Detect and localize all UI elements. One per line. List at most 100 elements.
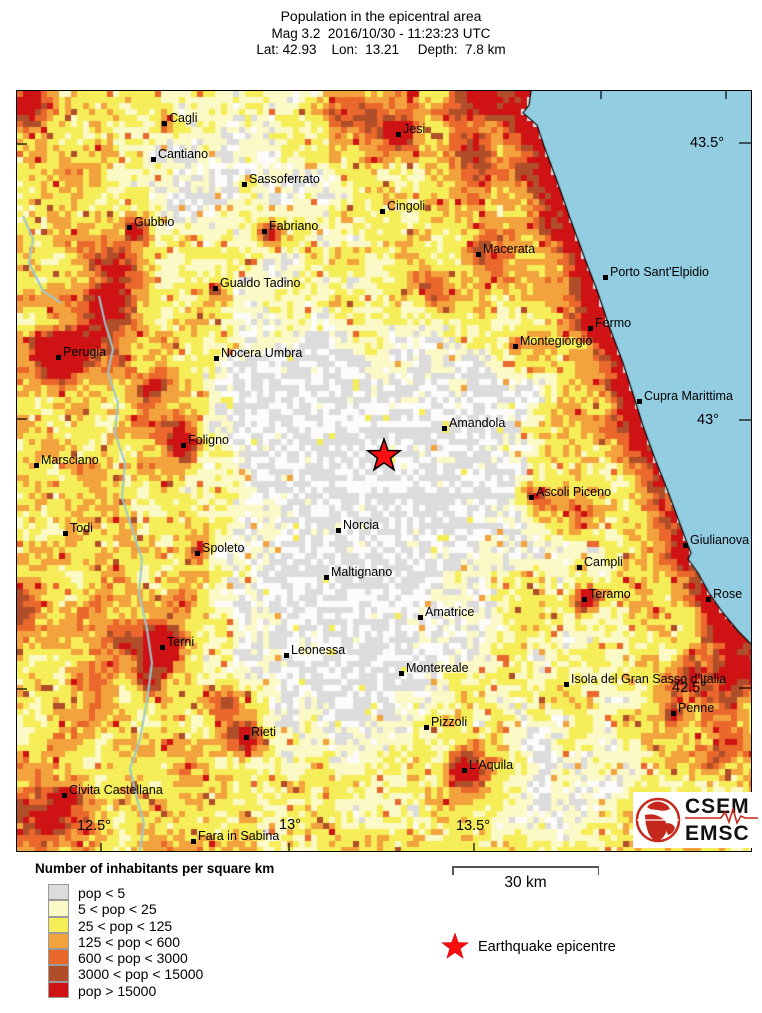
scale-bar [452, 866, 599, 876]
city-square-icon [582, 597, 587, 602]
city-label: Penne [678, 701, 715, 715]
city-label: Ascoli Piceno [536, 485, 612, 499]
city-label: Nocera Umbra [221, 346, 303, 360]
legend-label: 125 < pop < 600 [78, 933, 180, 950]
density-heatmap-canvas [17, 91, 751, 851]
seismogram-icon [685, 808, 758, 826]
city-label: Maltignano [331, 565, 393, 579]
city-label: Marsciano [41, 453, 99, 467]
legend-label: 600 < pop < 3000 [78, 950, 188, 967]
graticule-label: 13° [279, 817, 301, 833]
page-title: Population in the epicentral area [280, 8, 482, 24]
city-label: Fermo [595, 316, 632, 330]
city-label: Norcia [343, 518, 380, 532]
legend-swatch [48, 965, 69, 982]
city-square-icon [442, 426, 447, 431]
city-square-icon [396, 132, 401, 137]
city-label: Pizzoli [431, 715, 468, 729]
city-square-icon [706, 597, 711, 602]
city-label: Cagli [169, 111, 198, 125]
city-label: Rose [713, 587, 743, 601]
legend-swatch [48, 916, 69, 933]
city-label: Gubbio [134, 215, 175, 229]
graticule-label: 43° [697, 412, 719, 428]
city-square-icon [244, 735, 249, 740]
city-square-icon [195, 551, 200, 556]
epicenter-star-icon [365, 436, 403, 472]
epicentre-legend-star-icon [440, 932, 470, 959]
legend-label: pop < 5 [78, 885, 126, 901]
scale-bar-left-tick [452, 866, 454, 875]
graticule-ticks [17, 91, 751, 851]
legend-swatch [48, 900, 69, 917]
city-label: Foligno [188, 433, 229, 447]
city-square-icon [476, 252, 481, 257]
city-square-icon [637, 399, 642, 404]
city-square-icon [603, 275, 608, 280]
city-square-icon [564, 682, 569, 687]
city-label: Perugia [63, 345, 107, 359]
city-label: Spoleto [202, 541, 245, 555]
legend-label: 25 < pop < 125 [78, 917, 173, 934]
city-square-icon [577, 565, 582, 570]
city-label: Rieti [251, 725, 277, 739]
city-square-icon [424, 725, 429, 730]
city-square-icon [191, 839, 196, 844]
legend-title: Number of inhabitants per square km [35, 861, 275, 876]
city-square-icon [513, 344, 518, 349]
city-square-icon [34, 463, 39, 468]
graticule-label: 12.5° [77, 818, 112, 834]
city-label: Amatrice [425, 605, 475, 619]
city-label: Isola del Gran Sasso d'Italia [571, 672, 727, 686]
population-density-map: Cagli Jesi Cantiano Sassoferrato Cingoli Gubb… [16, 90, 752, 852]
legend-swatch [48, 981, 69, 999]
city-square-icon [671, 711, 676, 716]
csem-emsc-logo: CSEM EMSC [633, 792, 762, 848]
city-square-icon [336, 528, 341, 533]
legend-label: 5 < pop < 25 [78, 901, 157, 918]
city-label: Civita Castellana [69, 783, 163, 797]
city-square-icon [399, 671, 404, 676]
city-square-icon [214, 356, 219, 361]
graticule-label: 42.5° [672, 680, 707, 696]
city-square-icon [262, 229, 267, 234]
legend-swatch [48, 884, 69, 901]
city-square-icon [63, 531, 68, 536]
city-square-icon [181, 443, 186, 448]
city-label: Jesi [403, 122, 426, 136]
city-label: Montegiorgio [520, 334, 593, 348]
map-overlay [17, 91, 751, 851]
city-square-icon [162, 121, 167, 126]
city-label: L'Aquila [469, 758, 514, 772]
city-label: Cantiano [158, 147, 209, 161]
city-label: Giulianova [690, 533, 750, 547]
city-square-icon [160, 645, 165, 650]
city-square-icon [588, 326, 593, 331]
city-square-icon [284, 653, 289, 658]
city-label: Cingoli [387, 199, 426, 213]
city-label: Macerata [483, 242, 536, 256]
city-label: Montereale [406, 661, 469, 675]
city-label: Todi [70, 521, 93, 535]
city-square-icon [151, 157, 156, 162]
city-label: Porto Sant'Elpidio [610, 265, 709, 279]
city-square-icon [418, 615, 423, 620]
event-magnitude-datetime: Mag 3.2 2016/10/30 - 11:23:23 UTC [271, 26, 491, 41]
legend-swatch [48, 949, 69, 966]
city-label: Amandola [449, 416, 506, 430]
logo-text-emsc: EMSC [685, 822, 750, 845]
city-square-icon [62, 793, 67, 798]
emsc-globe-icon [635, 797, 681, 843]
city-label: Fara in Sabina [198, 829, 280, 843]
graticule-label: 13.5° [456, 818, 491, 834]
city-label: Campli [584, 555, 623, 569]
legend-swatch [48, 932, 69, 950]
city-square-icon [380, 209, 385, 214]
scale-bar-right-tick [597, 866, 599, 875]
city-square-icon [529, 495, 534, 500]
city-label: Cupra Marittima [644, 389, 733, 403]
legend-label: pop > 15000 [78, 982, 157, 999]
event-coordinates: Lat: 42.93 Lon: 13.21 Depth: 7.8 km [256, 42, 506, 57]
city-label: Terni [167, 635, 195, 649]
graticule-label: 43.5° [690, 135, 725, 151]
